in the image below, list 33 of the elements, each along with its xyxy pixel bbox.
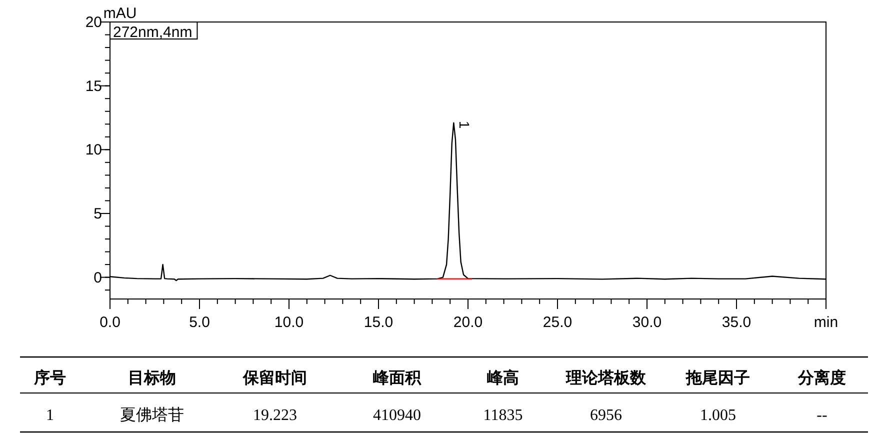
x-tick-label: 35.0	[722, 314, 752, 331]
x-tick-label: 15.0	[364, 314, 394, 331]
text: 序号	[33, 368, 66, 387]
text: 峰高	[487, 368, 519, 387]
text: 理论塔板数	[565, 369, 647, 387]
y-tick-label: 5	[94, 205, 102, 222]
x-tick-label: 10.0	[274, 314, 304, 331]
text: 11835	[483, 407, 523, 424]
text: 1	[46, 407, 54, 424]
annotation: 1	[456, 120, 473, 129]
x-tick-label: 5.0	[189, 314, 210, 331]
text: 1.005	[700, 407, 736, 424]
text: 目标物	[128, 369, 176, 387]
x-tick-label: 20.0	[453, 314, 483, 331]
text: 19.223	[253, 407, 297, 424]
text: 分离度	[797, 368, 846, 387]
text: 峰面积	[373, 369, 422, 387]
y-tick-label: 20	[85, 14, 102, 31]
y-tick-label: 15	[85, 78, 102, 95]
y-axis-title: mAU	[103, 5, 137, 22]
x-tick-label: 30.0	[632, 314, 662, 331]
text: 夏佛塔苷	[120, 406, 184, 424]
text: 保留时间	[242, 369, 307, 387]
text: 410940	[373, 407, 421, 424]
text: 拖尾因子	[685, 369, 750, 387]
y-tick-label: 10	[85, 142, 102, 159]
annotation: 272nm,4nm	[113, 24, 192, 41]
text: --	[816, 407, 828, 424]
x-tick-label: 0.0	[100, 314, 120, 331]
x-axis-title: min	[814, 314, 838, 331]
text: 6956	[590, 407, 622, 424]
y-tick-label: 0	[94, 269, 102, 286]
x-tick-label: 25.0	[542, 314, 572, 331]
